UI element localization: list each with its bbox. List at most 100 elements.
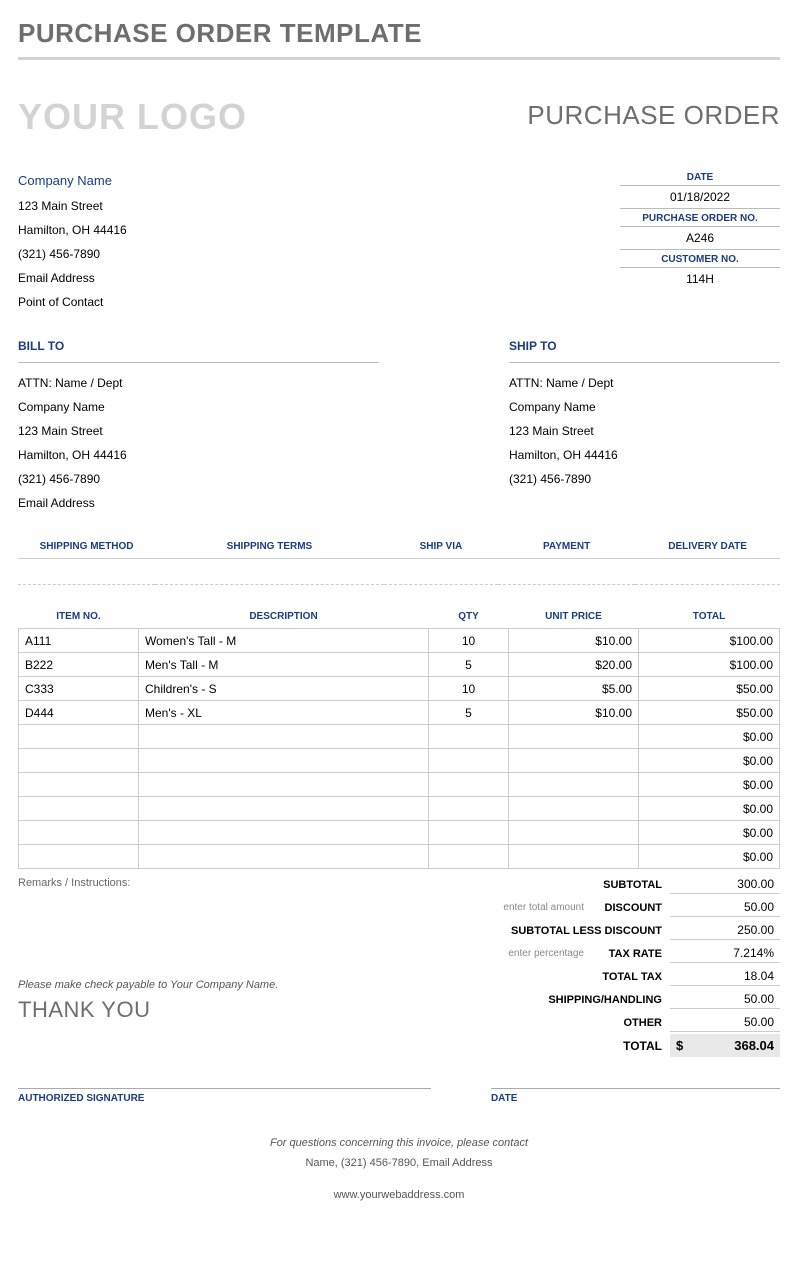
description-cell[interactable]: Men's - XL [139, 701, 429, 725]
line-total-cell: $0.00 [639, 749, 780, 773]
sig-date-label: DATE [491, 1093, 780, 1104]
ship-to-attn: ATTN: Name / Dept [509, 371, 780, 395]
qty-cell[interactable] [429, 845, 509, 869]
table-row: $0.00 [19, 725, 780, 749]
unit-price-cell[interactable]: $10.00 [509, 701, 639, 725]
unit-price-cell[interactable] [509, 845, 639, 869]
line-total-cell: $0.00 [639, 797, 780, 821]
unit-price-cell[interactable]: $5.00 [509, 677, 639, 701]
qty-cell[interactable]: 5 [429, 701, 509, 725]
table-row: A111Women's Tall - M10$10.00$100.00 [19, 629, 780, 653]
shipping-table: SHIPPING METHOD SHIPPING TERMS SHIP VIA … [18, 535, 780, 585]
unit-price-cell[interactable] [509, 797, 639, 821]
ship-to-company: Company Name [509, 395, 780, 419]
table-row: C333Children's - S10$5.00$50.00 [19, 677, 780, 701]
logo-placeholder: YOUR LOGO [18, 96, 247, 138]
payment-cell[interactable] [498, 559, 635, 585]
item-no-cell[interactable] [19, 749, 139, 773]
signature-col: AUTHORIZED SIGNATURE [18, 1087, 431, 1104]
remarks-label: Remarks / Instructions: [18, 877, 438, 889]
item-no-cell[interactable] [19, 845, 139, 869]
item-no-cell[interactable]: C333 [19, 677, 139, 701]
company-name: Company Name [18, 168, 127, 194]
bill-to-attn: ATTN: Name / Dept [18, 371, 379, 395]
bill-to-email: Email Address [18, 491, 379, 515]
table-row: $0.00 [19, 797, 780, 821]
delivery-date-header: DELIVERY DATE [635, 535, 780, 559]
ship-to-phone: (321) 456-7890 [509, 467, 780, 491]
bill-to-phone: (321) 456-7890 [18, 467, 379, 491]
taxrate-value[interactable]: 7.214% [670, 944, 780, 963]
sig-date-col: DATE [491, 1087, 780, 1104]
description-cell[interactable] [139, 797, 429, 821]
shipping-value[interactable]: 50.00 [670, 990, 780, 1009]
company-contact: Point of Contact [18, 290, 127, 314]
qty-header: QTY [429, 605, 509, 629]
unit-price-cell[interactable] [509, 725, 639, 749]
sig-date-line[interactable] [491, 1087, 780, 1089]
ship-to-street: 123 Main Street [509, 419, 780, 443]
date-value: 01/18/2022 [620, 185, 780, 209]
qty-cell[interactable]: 10 [429, 677, 509, 701]
summary-block: SUBTOTAL 300.00 enter total amount DISCO… [438, 873, 780, 1057]
unit-price-cell[interactable] [509, 821, 639, 845]
item-no-cell[interactable]: A111 [19, 629, 139, 653]
item-no-header: ITEM NO. [19, 605, 139, 629]
description-cell[interactable] [139, 821, 429, 845]
footer-contact: Name, (321) 456-7890, Email Address [18, 1154, 780, 1174]
qty-cell[interactable]: 5 [429, 653, 509, 677]
signature-line[interactable] [18, 1087, 431, 1089]
ship-to-block: SHIP TO ATTN: Name / Dept Company Name 1… [399, 334, 780, 515]
company-street: 123 Main Street [18, 194, 127, 218]
qty-cell[interactable] [429, 797, 509, 821]
divider [18, 57, 780, 60]
description-cell[interactable]: Men's Tall - M [139, 653, 429, 677]
qty-cell[interactable] [429, 725, 509, 749]
item-no-cell[interactable] [19, 773, 139, 797]
unit-price-header: UNIT PRICE [509, 605, 639, 629]
other-value[interactable]: 50.00 [670, 1013, 780, 1032]
qty-cell[interactable] [429, 773, 509, 797]
description-cell[interactable] [139, 725, 429, 749]
shipping-terms-cell[interactable] [155, 559, 384, 585]
unit-price-cell[interactable] [509, 773, 639, 797]
qty-cell[interactable] [429, 821, 509, 845]
shipping-method-header: SHIPPING METHOD [18, 535, 155, 559]
line-total-cell: $0.00 [639, 821, 780, 845]
item-no-cell[interactable] [19, 821, 139, 845]
unit-price-cell[interactable] [509, 749, 639, 773]
table-row: $0.00 [19, 821, 780, 845]
description-cell[interactable] [139, 845, 429, 869]
qty-cell[interactable]: 10 [429, 629, 509, 653]
unit-price-cell[interactable]: $20.00 [509, 653, 639, 677]
discount-value[interactable]: 50.00 [670, 898, 780, 917]
item-no-cell[interactable] [19, 797, 139, 821]
subtotal-label: SUBTOTAL [530, 879, 670, 891]
table-row: $0.00 [19, 749, 780, 773]
po-no-value: A246 [620, 226, 780, 250]
shipping-method-cell[interactable] [18, 559, 155, 585]
total-amount: 368.04 [734, 1038, 774, 1053]
signature-label: AUTHORIZED SIGNATURE [18, 1093, 431, 1104]
description-cell[interactable]: Women's Tall - M [139, 629, 429, 653]
delivery-date-cell[interactable] [635, 559, 780, 585]
info-row: Company Name 123 Main Street Hamilton, O… [18, 168, 780, 314]
shipping-terms-header: SHIPPING TERMS [155, 535, 384, 559]
item-no-cell[interactable]: B222 [19, 653, 139, 677]
description-cell[interactable] [139, 773, 429, 797]
line-total-cell: $50.00 [639, 677, 780, 701]
unit-price-cell[interactable]: $10.00 [509, 629, 639, 653]
ship-via-cell[interactable] [384, 559, 498, 585]
qty-cell[interactable] [429, 749, 509, 773]
item-no-cell[interactable] [19, 725, 139, 749]
description-header: DESCRIPTION [139, 605, 429, 629]
item-no-cell[interactable]: D444 [19, 701, 139, 725]
line-total-cell: $0.00 [639, 725, 780, 749]
taxrate-hint: enter percentage [438, 948, 590, 959]
totaltax-label: TOTAL TAX [530, 971, 670, 983]
description-cell[interactable]: Children's - S [139, 677, 429, 701]
remarks-block: Remarks / Instructions: Please make chec… [18, 873, 438, 1057]
description-cell[interactable] [139, 749, 429, 773]
grand-total-value: $ 368.04 [670, 1034, 780, 1057]
grand-total-label: TOTAL [530, 1039, 670, 1053]
